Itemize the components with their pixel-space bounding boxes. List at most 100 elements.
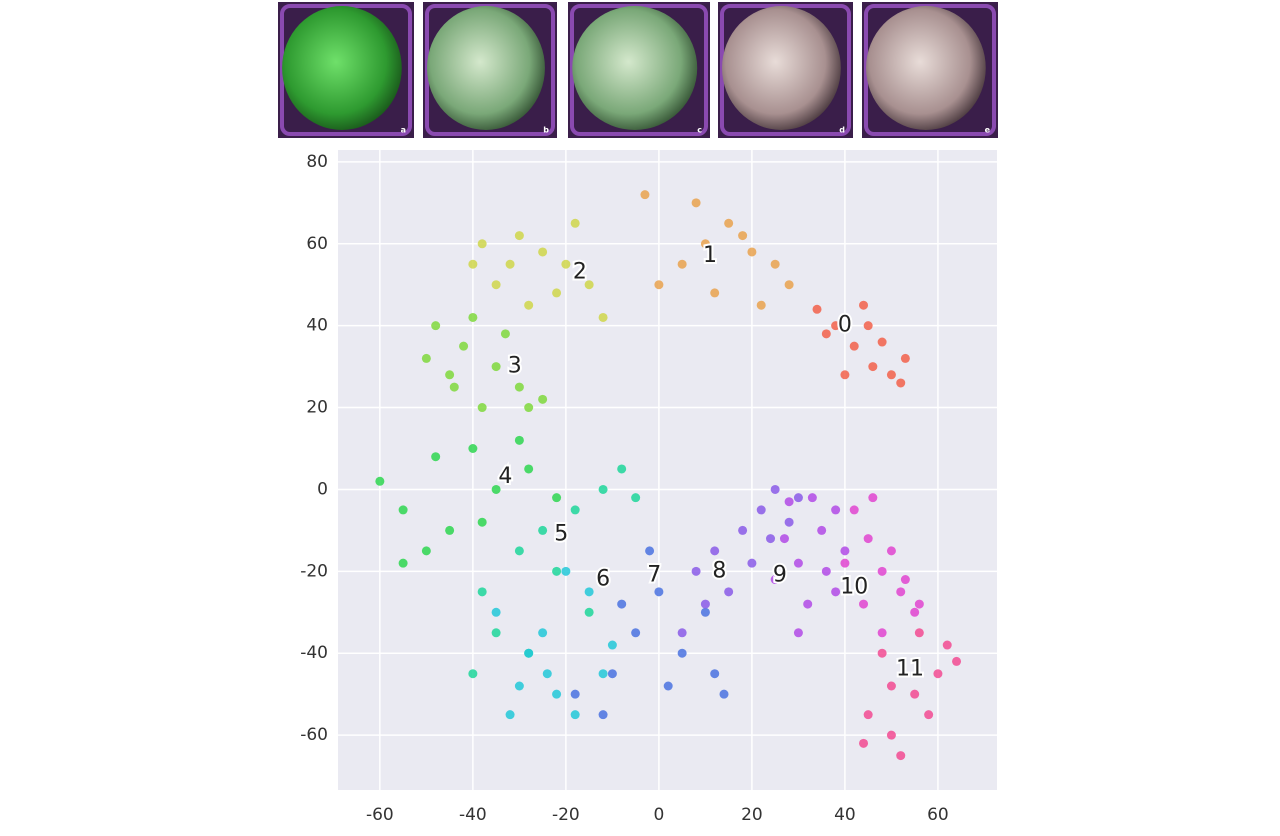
point [900,575,910,585]
point [710,546,720,556]
cluster-label: 10 [840,575,868,600]
point [756,505,766,515]
cluster-label: 2 [573,259,587,284]
x-tick-label: 40 [834,805,856,825]
point [793,628,803,638]
point [803,599,813,609]
point [691,198,701,208]
point [779,534,789,544]
point [524,403,534,413]
point [491,484,501,494]
point [793,558,803,568]
thumbnails: a b c d e [278,2,998,138]
point [807,493,817,503]
point [598,312,608,322]
point [491,628,501,638]
point [431,321,441,331]
point [445,370,455,380]
point [561,259,571,269]
cluster-label: 0 [838,313,852,338]
avocado [427,6,545,130]
point [863,534,873,544]
point [700,599,710,609]
point [398,505,408,515]
point [859,738,869,748]
point [821,329,831,339]
point [421,546,431,556]
point [598,669,608,679]
point [552,493,562,503]
point [538,394,548,404]
point [886,730,896,740]
point [468,312,478,322]
cluster-label: 4 [498,464,512,489]
point [631,493,641,503]
x-tick-label: 0 [653,805,664,825]
point [468,669,478,679]
point [663,681,673,691]
point [877,628,887,638]
point [570,218,580,228]
point [942,640,952,650]
point [538,628,548,638]
point [524,464,534,474]
grid [338,150,997,790]
point [700,607,710,617]
x-tick-label: -20 [552,805,580,825]
point [910,689,920,699]
point [840,546,850,556]
point [849,341,859,351]
thumbnail-label: d [839,126,845,135]
point [398,558,408,568]
point [700,239,710,249]
point [584,587,594,597]
point [831,587,841,597]
thumbnail: a [278,2,414,138]
x-tick-label: -60 [366,805,394,825]
avocado [282,6,402,130]
point [877,566,887,576]
points [375,190,962,761]
point [491,280,501,290]
point [747,247,757,257]
y-tick-label: 60 [306,234,328,254]
point [770,484,780,494]
y-tick-label: -60 [300,725,328,745]
point [631,628,641,638]
point [500,329,510,339]
cluster-label: 9 [773,562,787,587]
point [886,370,896,380]
point [896,751,906,761]
point [584,607,594,617]
thumbnail-tray [280,4,412,136]
point [817,525,827,535]
point [375,476,385,486]
point [831,505,841,515]
thumbnail-label: c [697,126,702,135]
point [552,288,562,298]
point [431,452,441,462]
point [691,566,701,576]
point [747,558,757,568]
y-tick-label: 20 [306,398,328,418]
point [896,378,906,388]
point [491,362,501,372]
x-tick-label: -40 [459,805,487,825]
point [640,190,650,200]
point [514,382,524,392]
point [468,444,478,454]
point [868,362,878,372]
avocado [572,6,698,130]
thumbnail: d [718,2,853,138]
thumbnail-tray [720,4,851,136]
cluster-label: 1 [703,243,717,268]
point [491,607,501,617]
point [524,648,534,658]
point [514,231,524,241]
point [877,337,887,347]
point [445,525,455,535]
point [710,288,720,298]
point [924,710,934,720]
point [784,497,794,507]
point [784,517,794,527]
